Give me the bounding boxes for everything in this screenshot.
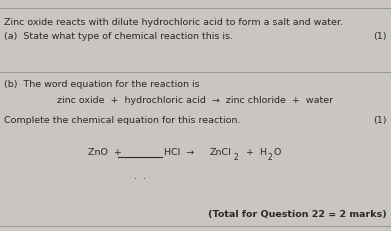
Text: (b)  The word equation for the reaction is: (b) The word equation for the reaction i… (4, 80, 200, 89)
Text: (Total for Question 22 = 2 marks): (Total for Question 22 = 2 marks) (208, 210, 387, 219)
Text: Zinc oxide reacts with dilute hydrochloric acid to form a salt and water.: Zinc oxide reacts with dilute hydrochlor… (4, 18, 343, 27)
Text: +  H: + H (240, 148, 267, 157)
Text: 2: 2 (268, 153, 273, 162)
Text: .  .: . . (134, 172, 146, 181)
Text: (a)  State what type of chemical reaction this is.: (a) State what type of chemical reaction… (4, 32, 233, 41)
Text: 2: 2 (233, 153, 238, 162)
Text: O: O (274, 148, 282, 157)
Text: HCl  →: HCl → (164, 148, 194, 157)
Text: (1): (1) (373, 116, 387, 125)
Text: (1): (1) (373, 32, 387, 41)
Text: Complete the chemical equation for this reaction.: Complete the chemical equation for this … (4, 116, 240, 125)
Text: zinc oxide  +  hydrochloric acid  →  zinc chloride  +  water: zinc oxide + hydrochloric acid → zinc ch… (57, 96, 333, 105)
Text: ZnO  +: ZnO + (88, 148, 122, 157)
Text: ZnCl: ZnCl (210, 148, 232, 157)
